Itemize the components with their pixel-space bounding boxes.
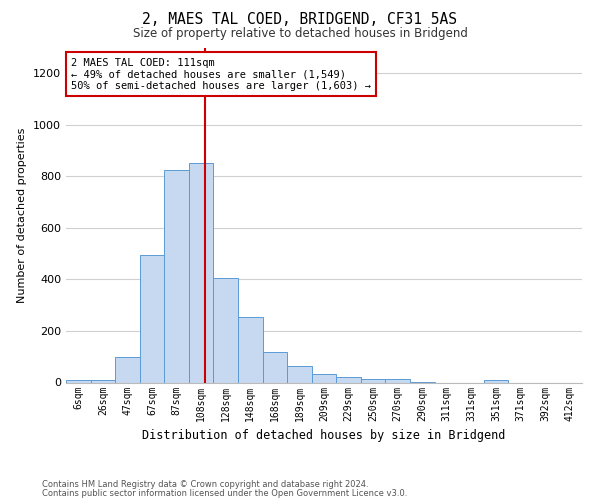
Text: Size of property relative to detached houses in Bridgend: Size of property relative to detached ho… <box>133 28 467 40</box>
Bar <box>214 278 238 382</box>
Text: 2, MAES TAL COED, BRIDGEND, CF31 5AS: 2, MAES TAL COED, BRIDGEND, CF31 5AS <box>143 12 458 28</box>
Bar <box>66 380 91 382</box>
Text: 2 MAES TAL COED: 111sqm
← 49% of detached houses are smaller (1,549)
50% of semi: 2 MAES TAL COED: 111sqm ← 49% of detache… <box>71 58 371 91</box>
Bar <box>189 164 214 382</box>
Bar <box>238 317 263 382</box>
Bar <box>484 380 508 382</box>
Bar <box>164 170 189 382</box>
Text: Contains HM Land Registry data © Crown copyright and database right 2024.: Contains HM Land Registry data © Crown c… <box>42 480 368 489</box>
Y-axis label: Number of detached properties: Number of detached properties <box>17 128 28 302</box>
Bar <box>140 255 164 382</box>
Bar <box>263 352 287 382</box>
Bar <box>385 379 410 382</box>
Bar <box>361 378 385 382</box>
Bar <box>287 366 312 382</box>
X-axis label: Distribution of detached houses by size in Bridgend: Distribution of detached houses by size … <box>142 429 506 442</box>
Bar <box>115 356 140 382</box>
Bar <box>312 374 336 382</box>
Bar <box>336 378 361 382</box>
Text: Contains public sector information licensed under the Open Government Licence v3: Contains public sector information licen… <box>42 490 407 498</box>
Bar <box>91 380 115 382</box>
